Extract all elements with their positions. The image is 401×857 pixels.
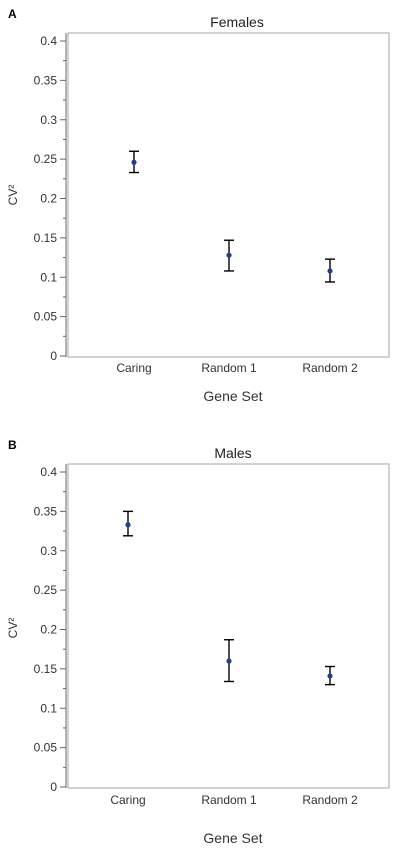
panel-a-y-tick-label: 0.2 — [40, 192, 57, 206]
panel-a-data-point — [226, 252, 232, 258]
panel-a-y-tick-label: 0 — [50, 349, 57, 363]
panel-a-data-point — [131, 159, 137, 165]
panel-b-marks — [123, 510, 335, 686]
panel-a-title: Females — [210, 14, 264, 30]
panel-a-y-tick-label: 0.05 — [34, 310, 58, 324]
panel-a: A Females CV² Gene Set 0 0.05 0.1 0.15 0.2 0.… — [6, 7, 390, 404]
panel-a-ticks: 0 0.05 0.1 0.15 0.2 0.25 0.3 0.35 0.4 Caring Rando… — [34, 33, 358, 375]
panel-b-ticks: 0 0.05 0.1 0.15 0.2 0.25 0.3 0.35 0.4 Caring Rando… — [34, 464, 358, 807]
panel-b-y-tick-label: 0 — [50, 780, 57, 794]
panel-b-y-tick-label: 0.35 — [34, 504, 58, 518]
panel-a-y-tick-label: 0.4 — [40, 34, 57, 48]
panel-b-y-tick-label: 0.2 — [40, 623, 57, 637]
panel-a-x-tick-label: Random 1 — [201, 361, 257, 375]
panel-a-y-axis-label: CV² — [6, 185, 20, 206]
panel-b-x-tick-label: Random 1 — [201, 793, 257, 807]
panel-a-y-tick-label: 0.3 — [40, 113, 57, 127]
panel-b: B Males CV² Gene Set 0 0.05 0.1 0.15 0.2 0.25… — [6, 438, 390, 846]
panel-b-data-point — [327, 673, 333, 679]
panel-a-marks — [129, 150, 335, 283]
panel-a-x-axis-label: Gene Set — [203, 388, 262, 404]
panel-b-y-tick-label: 0.1 — [40, 701, 57, 715]
panel-a-letter: A — [8, 7, 17, 21]
panel-a-x-tick-label: Caring — [116, 361, 151, 375]
panel-b-y-axis-label: CV² — [6, 618, 20, 639]
panel-a-y-tick-label: 0.35 — [34, 73, 58, 87]
panel-b-data-point — [125, 522, 131, 528]
panel-b-plot-frame — [67, 463, 390, 789]
panel-a-y-tick-label: 0.15 — [34, 231, 58, 245]
panel-b-y-tick-label: 0.15 — [34, 662, 58, 676]
panel-a-y-tick-label: 0.1 — [40, 270, 57, 284]
panel-b-data-point — [226, 658, 232, 664]
panel-b-x-tick-label: Random 2 — [302, 793, 358, 807]
panel-b-x-tick-label: Caring — [110, 793, 145, 807]
panel-a-y-tick-label: 0.25 — [34, 152, 58, 166]
panel-b-title: Males — [214, 445, 251, 461]
panel-b-letter: B — [8, 438, 17, 452]
panel-b-y-tick-label: 0.3 — [40, 544, 57, 558]
panel-a-x-tick-label: Random 2 — [302, 361, 358, 375]
panel-a-plot-frame — [67, 32, 390, 358]
panel-b-y-tick-label: 0.05 — [34, 741, 58, 755]
panel-b-y-tick-label: 0.25 — [34, 583, 58, 597]
panel-b-x-axis-label: Gene Set — [203, 830, 262, 846]
panel-b-y-tick-label: 0.4 — [40, 465, 57, 479]
panel-a-data-point — [327, 268, 333, 274]
